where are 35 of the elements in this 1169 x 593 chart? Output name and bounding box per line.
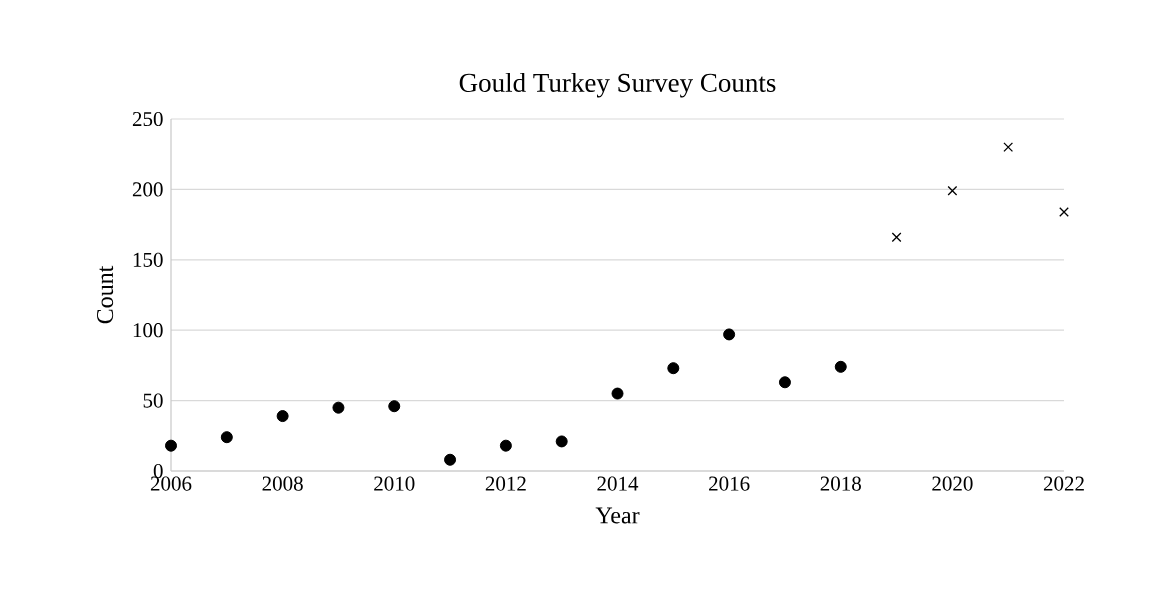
point bbox=[778, 376, 791, 389]
y-tick-label: 50 bbox=[143, 393, 163, 408]
x-tick-label: 2008 bbox=[262, 476, 303, 491]
point bbox=[1003, 142, 1014, 153]
point bbox=[667, 362, 680, 375]
x-tick-label: 2020 bbox=[932, 476, 973, 491]
point bbox=[891, 232, 902, 243]
y-tick-label: 250 bbox=[132, 111, 163, 127]
point bbox=[834, 360, 847, 373]
point bbox=[555, 435, 568, 448]
point bbox=[220, 431, 233, 444]
x-tick-label: 2014 bbox=[597, 476, 639, 491]
x-tick-label: 2022 bbox=[1043, 476, 1084, 491]
point bbox=[165, 439, 177, 452]
y-tick-label: 100 bbox=[133, 323, 163, 338]
x-tick-label: 2018 bbox=[820, 476, 861, 491]
y-axis-title: Count bbox=[97, 265, 114, 324]
chart-title: Gould Turkey Survey Counts bbox=[459, 72, 776, 98]
y-tick-label: 0 bbox=[153, 463, 163, 479]
point bbox=[388, 400, 401, 413]
point bbox=[947, 185, 958, 196]
x-tick-label: 2006 bbox=[150, 476, 192, 491]
x-tick-label: 2012 bbox=[485, 476, 526, 491]
point bbox=[499, 439, 512, 452]
point bbox=[1059, 207, 1069, 217]
y-tick-label: 150 bbox=[133, 252, 163, 267]
x-axis-title: Year bbox=[595, 507, 640, 524]
point bbox=[611, 387, 624, 400]
point bbox=[332, 401, 345, 414]
point bbox=[276, 410, 289, 423]
point bbox=[723, 328, 736, 341]
x-tick-label: 2016 bbox=[709, 476, 750, 491]
x-tick-label: 2010 bbox=[374, 476, 415, 491]
y-tick-label: 200 bbox=[132, 182, 163, 197]
point bbox=[444, 453, 457, 466]
